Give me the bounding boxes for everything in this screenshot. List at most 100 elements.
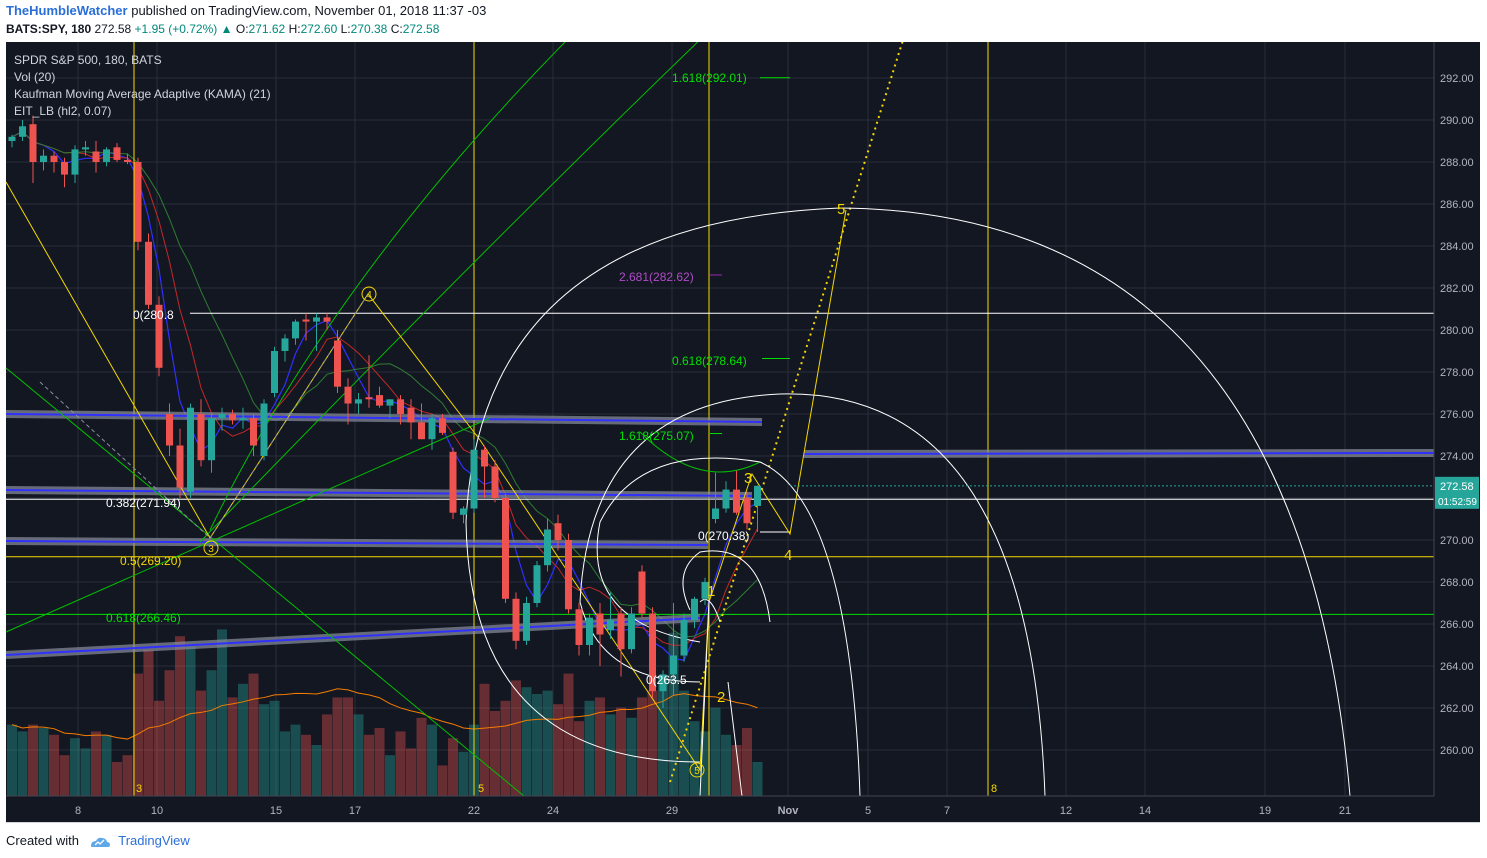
legend-volume[interactable]: Vol (20) — [14, 70, 55, 84]
volume-bar — [259, 704, 269, 796]
fib-arc-green — [639, 431, 761, 473]
candle-body — [292, 321, 299, 339]
last-price-label: 272.58 — [1440, 481, 1474, 493]
indicator-legend: SPDR S&P 500, 180, BATS Vol (20) Kaufman… — [14, 53, 271, 118]
candle-body — [145, 241, 152, 305]
volume-bar — [563, 673, 574, 796]
high-label: H: — [288, 22, 301, 36]
fib-spiral — [465, 207, 1351, 797]
price-tick: 260.00 — [1440, 745, 1474, 757]
volume-bar — [217, 629, 227, 796]
volume-bar — [752, 762, 763, 796]
candle-body — [187, 407, 194, 492]
ohlc-line: BATS:SPY, 180 272.58 +1.95 (+0.72%) ▲ O:… — [6, 22, 439, 36]
candle-body — [554, 523, 562, 540]
volume-bar — [301, 734, 311, 796]
countdown-label: 01:52:59 — [1438, 497, 1477, 508]
time-tick: 7 — [944, 805, 950, 817]
volume-bar — [647, 690, 658, 796]
legend-kama[interactable]: Kaufman Moving Average Adaptive (KAMA) (… — [14, 87, 271, 101]
candle-body — [281, 338, 289, 351]
price-tick: 288.00 — [1440, 157, 1474, 169]
volume-bar — [458, 751, 469, 796]
time-tick: 29 — [666, 805, 678, 817]
legend-symbol[interactable]: SPDR S&P 500, 180, BATS — [14, 53, 162, 67]
volume-bar — [101, 734, 112, 796]
trend-line-1 — [5, 413, 763, 423]
candle-body — [386, 399, 394, 406]
volume-bar — [700, 731, 710, 796]
volume-bar — [343, 697, 353, 796]
candle-body — [365, 397, 373, 400]
fib-spiral-line — [699, 601, 710, 797]
open-label: O: — [235, 22, 249, 36]
volume-bar — [385, 755, 395, 796]
volume-bar — [154, 700, 164, 796]
volume-bar — [542, 690, 553, 796]
fib-label: 0.382(271.94) — [106, 496, 181, 510]
price-chart[interactable]: 1.618(292.01) 2.681(282.62) 0(280.8 0.618(2… — [0, 42, 1487, 822]
volume-bar — [553, 704, 563, 796]
candle-body — [29, 124, 37, 162]
volume-bar — [49, 734, 59, 796]
volume-bar — [637, 697, 647, 796]
candle-body — [334, 340, 341, 387]
tradingview-link[interactable]: TradingView — [118, 833, 190, 848]
fib-label: 0.618(278.64) — [672, 354, 747, 368]
dotted-projection — [669, 42, 904, 783]
open-value: 271.62 — [248, 22, 286, 36]
volume-bar — [710, 707, 721, 796]
candle-body — [313, 317, 320, 322]
volume-bar — [605, 714, 616, 796]
volume-bar — [479, 683, 490, 796]
candle-body — [502, 498, 509, 599]
price-tick: 276.00 — [1440, 409, 1474, 421]
volume-bar — [238, 683, 248, 796]
candle-body — [470, 449, 478, 509]
candle-body — [208, 418, 215, 461]
time-tick: 22 — [468, 805, 480, 817]
volume-bar — [80, 748, 91, 796]
candle-body — [229, 414, 236, 421]
time-zone-label: 5 — [478, 783, 484, 795]
candle-body — [680, 619, 688, 656]
trend-line-2 — [5, 489, 753, 497]
candle-body — [701, 582, 709, 599]
footer: Created with TradingView — [0, 822, 1487, 858]
candle-body — [124, 159, 131, 162]
fib-arc-green — [199, 42, 699, 543]
time-tick: 19 — [1259, 805, 1271, 817]
legend-eit[interactable]: EIT_LB (hl2, 0.07) — [14, 104, 111, 118]
time-tick: 21 — [1339, 805, 1351, 817]
symbol-label: BATS:SPY, 180 — [6, 22, 92, 36]
candle-body — [491, 466, 499, 498]
fib-spiral — [682, 550, 771, 623]
volume-bar — [7, 724, 17, 796]
price-tick: 278.00 — [1440, 367, 1474, 379]
publisher-link[interactable]: TheHumbleWatcher — [6, 3, 128, 18]
fib-label: 1.618(292.01) — [672, 71, 747, 85]
published-text: published on TradingView.com, November 0… — [131, 3, 487, 18]
candle-body — [586, 617, 593, 645]
volume-bar — [17, 731, 28, 796]
dashed-line — [39, 381, 211, 539]
time-axis[interactable]: 8 10 15 17 22 24 29 Nov 5 7 12 14 19 21 — [75, 805, 1351, 817]
high-value: 272.60 — [300, 22, 338, 36]
time-tick: 8 — [75, 805, 81, 817]
candle-body — [61, 162, 68, 175]
candle-body — [565, 540, 572, 610]
volume-bar — [626, 717, 637, 796]
volume-bar — [521, 687, 532, 796]
candle-body — [103, 149, 110, 162]
volume-bar — [175, 636, 185, 796]
candle-body — [733, 489, 740, 513]
time-tick: 5 — [865, 805, 871, 817]
time-tick: Nov — [778, 805, 800, 817]
candle-body — [218, 414, 226, 419]
volume-bar — [595, 697, 605, 796]
volume-bar — [490, 711, 500, 796]
fan-line — [5, 417, 491, 633]
up-arrow-icon: ▲ — [220, 22, 233, 36]
candle-body — [166, 414, 173, 446]
candle-body — [428, 418, 436, 440]
